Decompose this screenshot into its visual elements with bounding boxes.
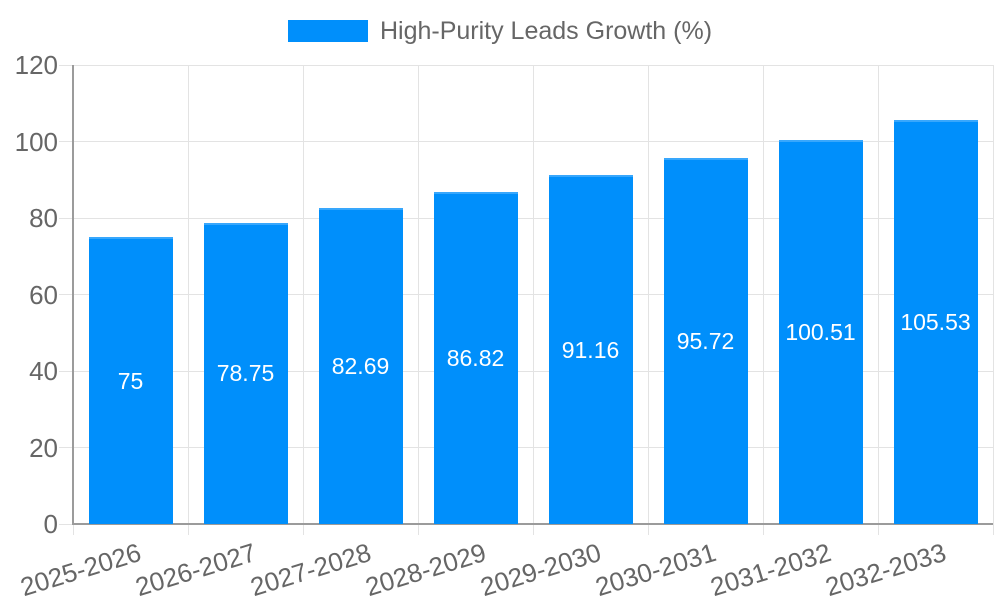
x-axis-tick — [647, 524, 649, 535]
x-axis-label: 2032-2033 — [821, 537, 949, 600]
gridline-horizontal — [74, 370, 993, 372]
x-axis-tick — [877, 524, 879, 535]
legend-swatch-icon — [287, 20, 368, 42]
y-axis-tick — [59, 64, 73, 66]
y-axis-tick — [59, 523, 73, 525]
y-axis-line — [72, 65, 74, 525]
gridline-vertical — [877, 65, 879, 524]
y-axis-tick — [59, 217, 73, 219]
x-axis-tick — [532, 524, 534, 535]
gridline-vertical — [187, 65, 189, 524]
y-axis-label: 100 — [14, 126, 58, 157]
x-axis-label: 2028-2029 — [361, 537, 489, 600]
bar[interactable] — [88, 237, 173, 524]
gridline-vertical — [302, 65, 304, 524]
x-axis-tick — [302, 524, 304, 535]
bar[interactable] — [893, 120, 978, 524]
bar[interactable] — [663, 157, 748, 524]
y-axis-tick — [59, 370, 73, 372]
x-axis-label: 2029-2030 — [476, 537, 604, 600]
x-axis-label: 2031-2032 — [706, 537, 834, 600]
y-axis-label: 60 — [29, 279, 58, 310]
gridline-vertical — [762, 65, 764, 524]
bar[interactable] — [318, 207, 403, 524]
y-axis-label: 120 — [14, 50, 58, 80]
gridline-horizontal — [74, 64, 993, 66]
legend-item[interactable]: High-Purity Leads Growth (%) — [287, 17, 713, 45]
y-axis-tick — [59, 294, 73, 295]
gridline-horizontal — [74, 141, 993, 142]
gridline-horizontal — [74, 447, 993, 448]
bar[interactable] — [548, 175, 633, 524]
y-axis-tick — [59, 447, 73, 448]
y-axis-label: 20 — [29, 432, 58, 463]
bar[interactable] — [203, 222, 288, 524]
legend-label: High-Purity Leads Growth (%) — [379, 17, 713, 45]
x-axis-tick — [72, 524, 74, 535]
x-axis-label: 2025-2026 — [16, 537, 144, 600]
x-axis-label: 2027-2028 — [246, 537, 374, 600]
x-axis-tick — [762, 524, 764, 535]
x-axis-tick — [992, 524, 994, 535]
y-axis-tick — [59, 141, 73, 142]
x-axis-tick — [187, 524, 189, 535]
x-axis-label: 2026-2027 — [131, 537, 259, 600]
plot-right-border — [992, 65, 994, 524]
y-axis-label: 80 — [29, 203, 58, 233]
gridline-vertical — [417, 65, 419, 524]
gridline-vertical — [532, 65, 534, 524]
chart-legend: High-Purity Leads Growth (%) — [0, 17, 1000, 45]
gridline-horizontal — [74, 217, 993, 219]
x-axis-line — [72, 523, 993, 525]
x-axis-label: 2030-2031 — [591, 537, 719, 600]
y-axis-label: 0 — [43, 509, 58, 539]
y-axis-label: 40 — [29, 356, 58, 386]
bar[interactable] — [433, 191, 518, 524]
gridline-vertical — [647, 65, 649, 524]
gridline-horizontal — [74, 294, 993, 295]
bar[interactable] — [778, 139, 863, 524]
x-axis-tick — [417, 524, 419, 535]
